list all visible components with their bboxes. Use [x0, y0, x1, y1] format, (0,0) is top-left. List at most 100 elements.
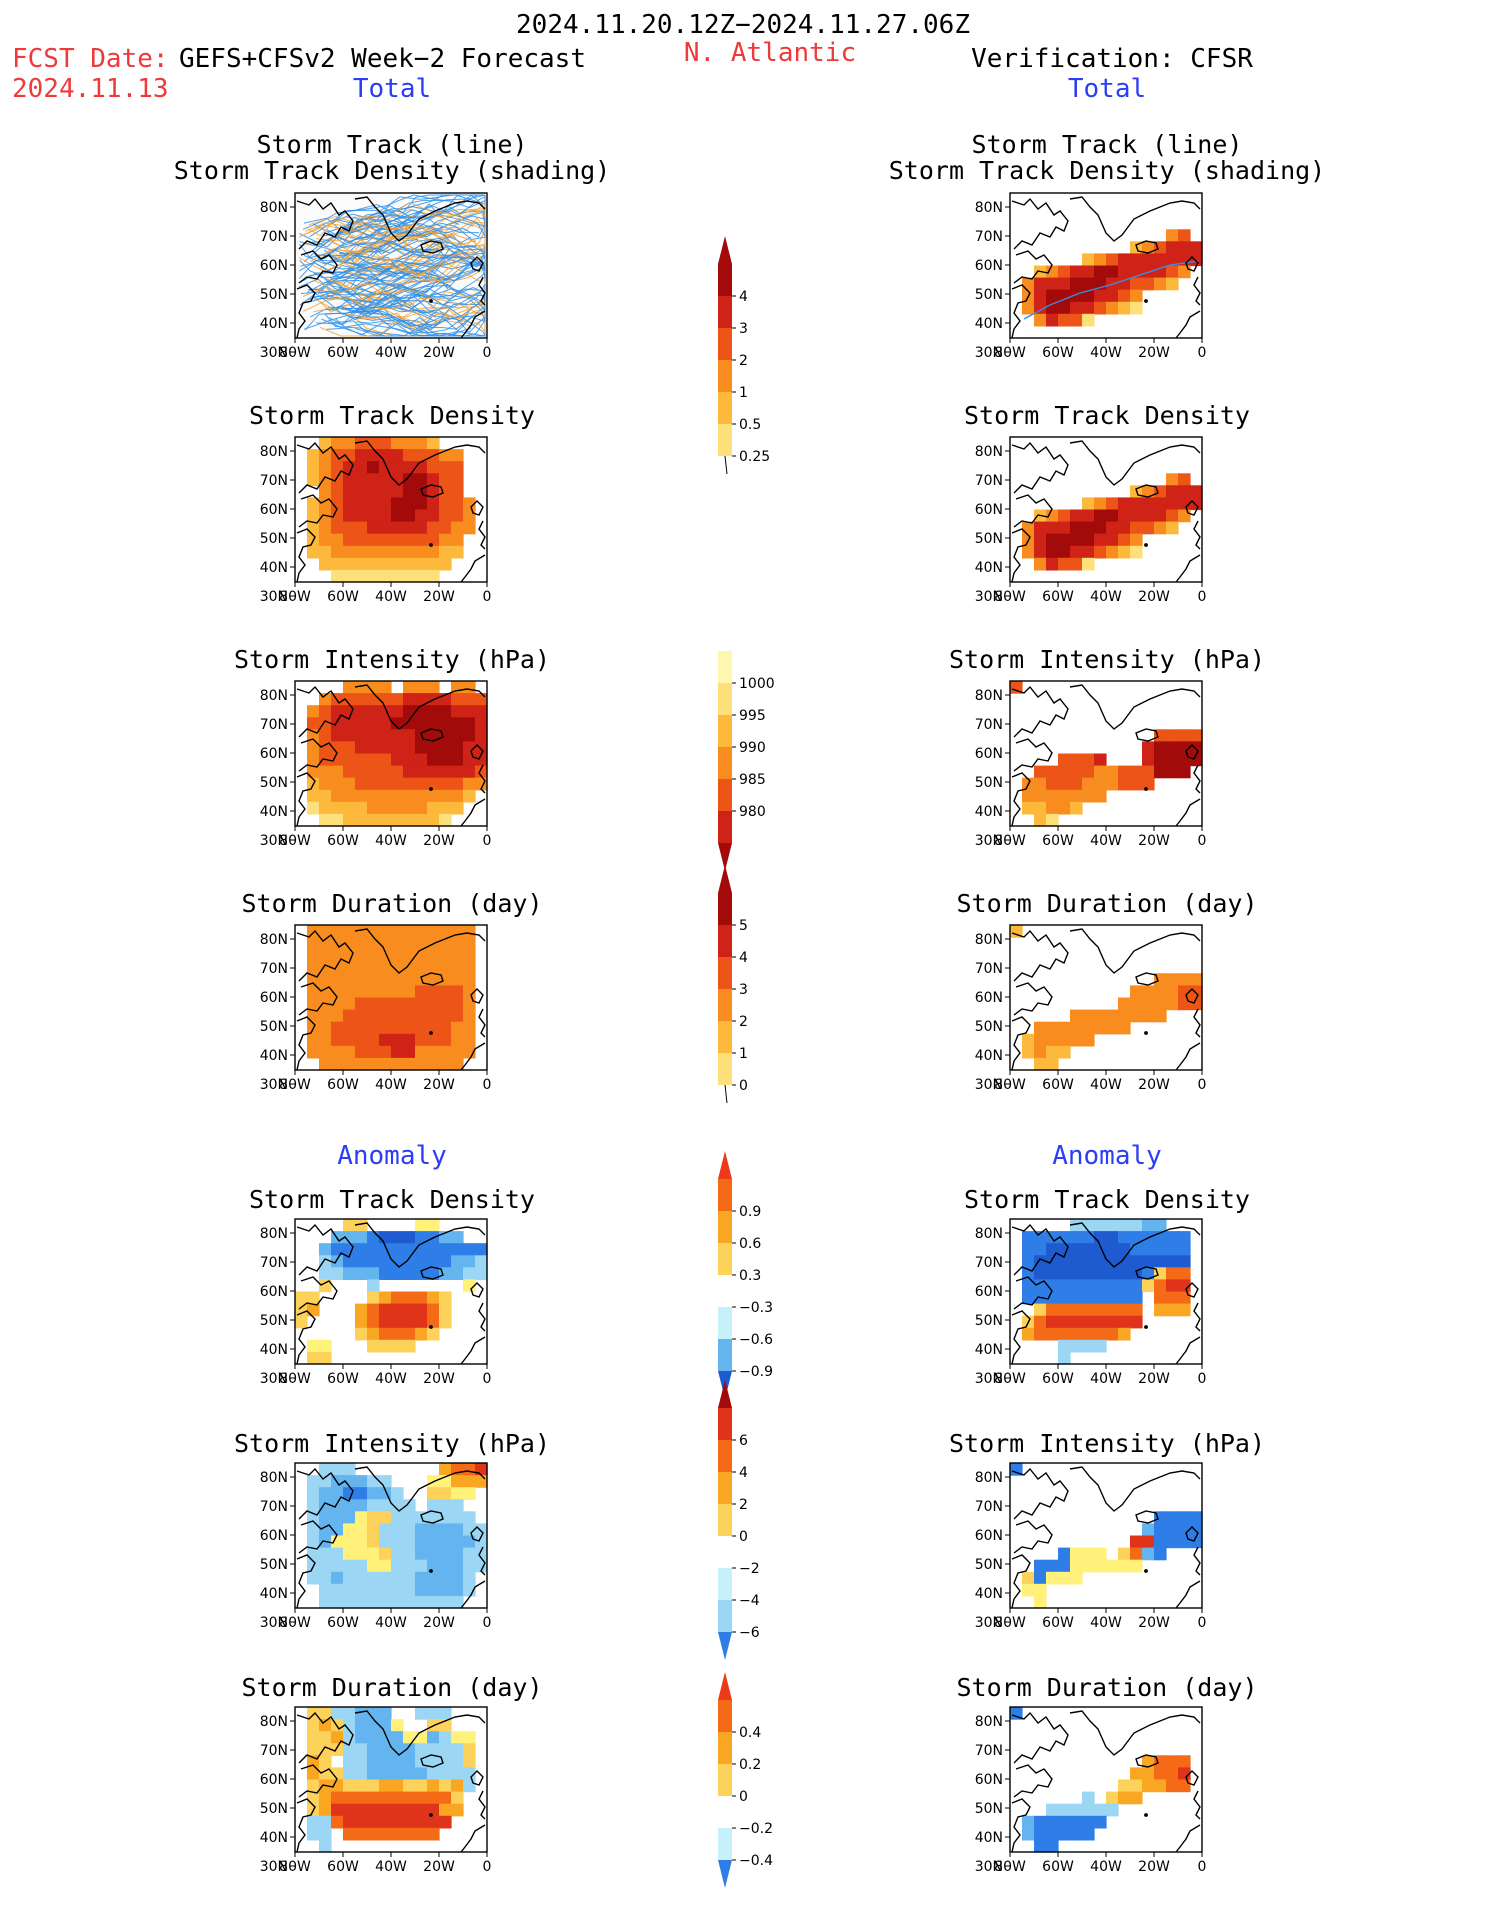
storm-track [326, 219, 486, 244]
field-cell [475, 1243, 488, 1256]
storm-track [329, 255, 486, 279]
azores [429, 1031, 433, 1035]
field-cell [1178, 1523, 1191, 1537]
field-cell [391, 949, 404, 962]
lon-tick-label: 40W [1090, 345, 1122, 361]
colorbar-segment [718, 1339, 732, 1371]
field-cell [1070, 1033, 1083, 1047]
field-cell [415, 557, 428, 571]
lat-tick-label: 50N [260, 531, 288, 547]
lat-tick-label: 40N [260, 560, 288, 576]
field-cell [1142, 765, 1155, 779]
africa-coast [1175, 1336, 1201, 1365]
colorbar-label: −0.9 [739, 1364, 773, 1380]
labrador-coast [298, 250, 338, 284]
field-cell [403, 473, 416, 486]
field-cell [415, 473, 428, 486]
colorbar-label: 1 [739, 385, 748, 401]
field-cell [403, 997, 416, 1011]
colorbar-segment [718, 893, 732, 925]
field-cell [343, 925, 356, 938]
field-cell [427, 813, 440, 827]
field-cell [415, 1303, 428, 1317]
iberia-coast [1193, 764, 1201, 794]
field-cell [307, 545, 320, 559]
field-cell [1058, 1291, 1071, 1305]
field-cell [319, 813, 332, 827]
field-cell [355, 557, 368, 571]
field-cell [355, 997, 368, 1011]
field-cell [307, 1291, 320, 1305]
field-cell [1154, 1243, 1167, 1256]
field-cell [1058, 301, 1071, 315]
field-cell [307, 461, 320, 474]
fcst-date-label: FCST Date: [12, 44, 169, 74]
field-cell [391, 509, 404, 523]
field-cell [343, 717, 356, 730]
greenland-coast [354, 1222, 486, 1268]
colorbar-label: −6 [739, 1625, 760, 1641]
field-cell [439, 741, 452, 755]
field-cell [1130, 765, 1143, 779]
lon-tick-label: 60W [327, 833, 359, 849]
field-cell [1046, 521, 1059, 535]
field-cell [427, 1255, 440, 1268]
field-cell [1022, 1279, 1035, 1293]
field-cell [331, 741, 344, 755]
field-cell [475, 705, 488, 718]
field-cell [319, 925, 332, 938]
field-cell [391, 1033, 404, 1047]
colorbar-label: 0 [739, 1078, 748, 1094]
field-cell [427, 741, 440, 755]
lat-tick-label: 80N [975, 200, 1003, 216]
field-cell [415, 1523, 428, 1537]
field-cell [1094, 1303, 1107, 1317]
africa-coast [460, 798, 486, 827]
africa-coast [1175, 310, 1201, 339]
field-cell [1034, 765, 1047, 779]
field-cell [391, 1327, 404, 1341]
field-cell [1130, 1231, 1143, 1244]
labrador-coast [1013, 982, 1053, 1016]
colorbar-label: 0.25 [739, 449, 770, 465]
field-cell [343, 521, 356, 535]
verif-track-density-shading [1010, 193, 1203, 338]
title-track-line-left: Storm Track (line) [256, 130, 528, 159]
field-cell [427, 1511, 440, 1524]
iceland-coast [1135, 728, 1159, 742]
field-cell [367, 1267, 380, 1280]
field-cell [391, 753, 404, 767]
field-cell [1058, 1033, 1071, 1047]
field-cell [1034, 557, 1047, 571]
field-cell [1190, 985, 1203, 999]
field-cell [391, 1255, 404, 1268]
field-cell [343, 693, 356, 706]
field-cell [427, 729, 440, 742]
field-cell [1166, 1231, 1179, 1244]
field-cell [1022, 1255, 1035, 1268]
field-cell [379, 569, 392, 583]
field-cell [1166, 973, 1179, 986]
field-cell [415, 1535, 428, 1549]
lat-tick-label: 30N [975, 1077, 1003, 1093]
forecast-anomaly-fIntA [295, 1463, 488, 1609]
field-cell [1058, 1315, 1071, 1329]
field-cell [403, 973, 416, 986]
iberia-coast [1193, 276, 1201, 306]
iberia-coast [1193, 520, 1201, 550]
field-cell [1142, 497, 1155, 511]
field-cell [379, 1021, 392, 1035]
field-cell [451, 1009, 464, 1023]
british-isles-coast [1185, 1282, 1199, 1298]
field-cell [343, 973, 356, 986]
field-cell [1058, 1351, 1071, 1365]
colorbar-segment [718, 264, 732, 296]
colorbar-segment [718, 1568, 732, 1600]
azores [429, 543, 433, 547]
lat-tick-label: 30N [260, 1615, 288, 1631]
field-cell [451, 973, 464, 986]
field-cell [367, 533, 380, 547]
field-cell [1094, 1315, 1107, 1329]
field-cell [343, 1021, 356, 1035]
field-cell [319, 1559, 332, 1573]
